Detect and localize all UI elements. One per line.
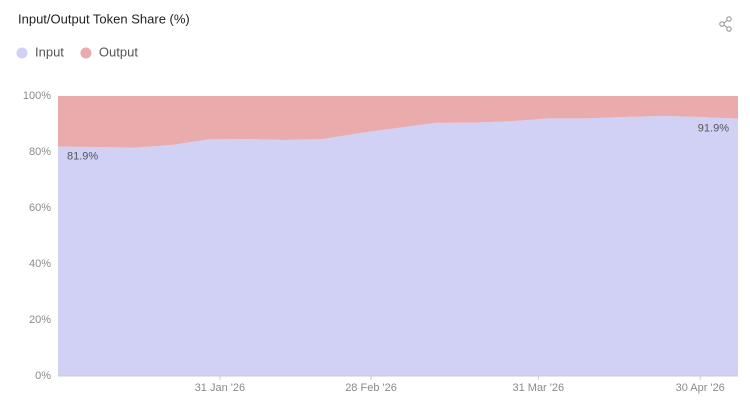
y-tick-label: 60% xyxy=(29,202,51,214)
share-icon[interactable] xyxy=(719,16,732,32)
chart-title: Input/Output Token Share (%) xyxy=(18,11,190,26)
y-tick-label: 40% xyxy=(29,258,51,270)
area xyxy=(58,96,738,148)
x-tick-label: 28 Feb '26 xyxy=(345,382,397,394)
y-tick-label: 100% xyxy=(23,90,51,102)
legend-label: Output xyxy=(99,44,138,59)
legend-swatch xyxy=(80,47,92,59)
area xyxy=(58,115,738,376)
y-tick-label: 0% xyxy=(35,370,51,382)
legend-swatch xyxy=(16,47,28,59)
x-tick-label: 30 Apr '26 xyxy=(676,382,725,394)
x-tick-label: 31 Mar '26 xyxy=(512,382,564,394)
y-tick-label: 80% xyxy=(29,146,51,158)
value-label: 91.9% xyxy=(698,123,729,135)
y-tick-label: 20% xyxy=(29,314,51,326)
legend-label: Input xyxy=(35,44,64,59)
value-label: 81.9% xyxy=(67,151,98,163)
x-tick-label: 31 Jan '26 xyxy=(195,382,245,394)
